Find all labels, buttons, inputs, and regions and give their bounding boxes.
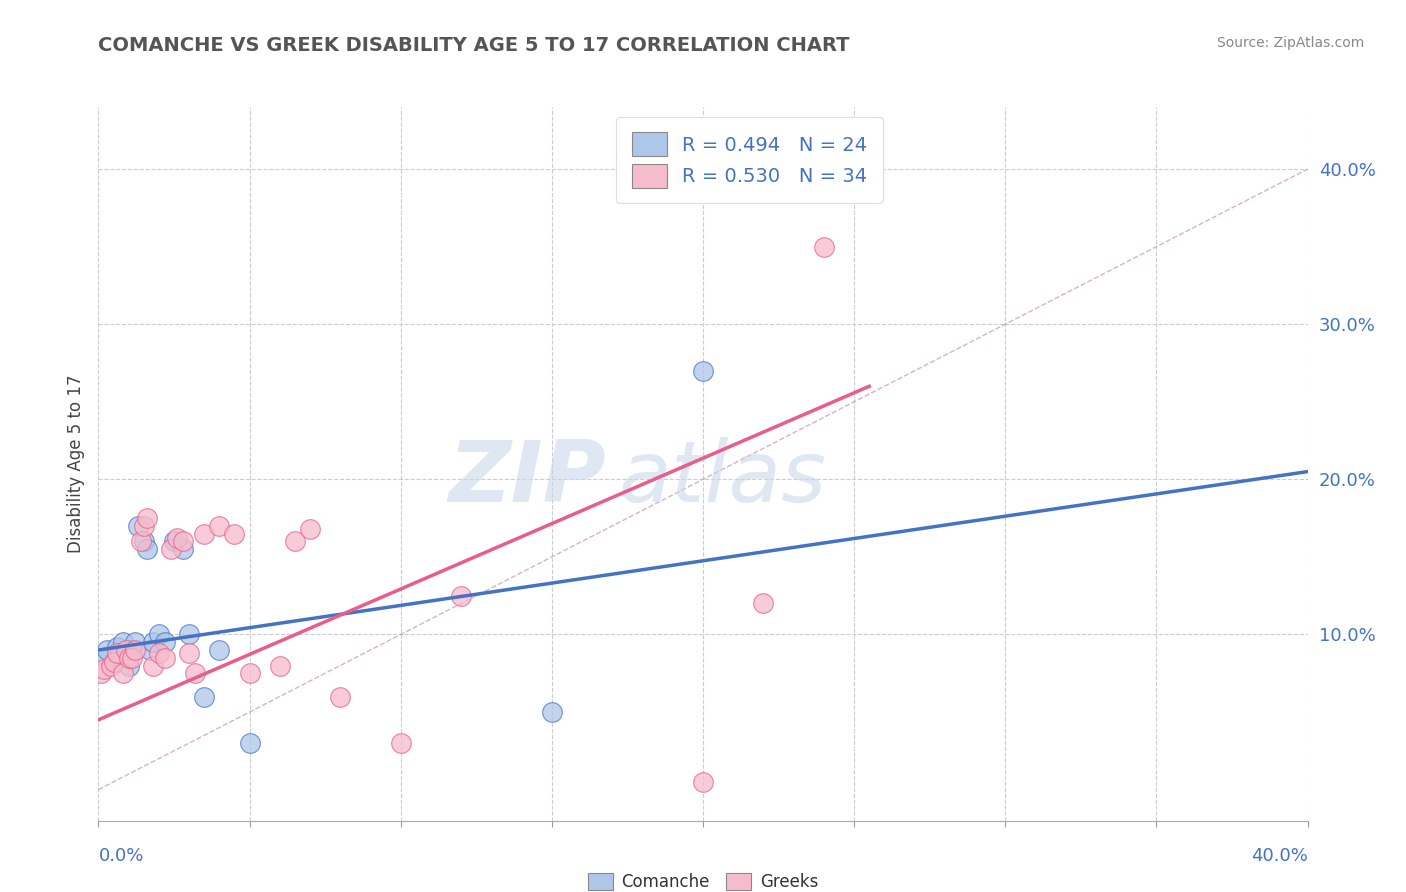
Point — [172, 534, 194, 549]
Point — [135, 542, 157, 557]
Y-axis label: Disability Age 5 to 17: Disability Age 5 to 17 — [66, 375, 84, 553]
Point — [208, 519, 231, 533]
Point — [153, 635, 176, 649]
Point — [118, 650, 141, 665]
Point — [172, 542, 194, 557]
Point — [148, 646, 170, 660]
Point — [450, 589, 472, 603]
Point — [111, 635, 134, 649]
Point — [692, 775, 714, 789]
Point — [121, 650, 143, 665]
Point — [124, 643, 146, 657]
Text: 0.0%: 0.0% — [98, 847, 143, 865]
Point — [160, 542, 183, 557]
Point — [239, 736, 262, 750]
Point — [752, 597, 775, 611]
Point — [111, 666, 134, 681]
Legend: Comanche, Greeks: Comanche, Greeks — [581, 866, 825, 892]
Point — [208, 643, 231, 657]
Point — [540, 705, 562, 719]
Point — [177, 627, 201, 641]
Point — [299, 522, 322, 536]
Point — [193, 690, 215, 704]
Point — [142, 635, 165, 649]
Point — [96, 643, 118, 657]
Point — [166, 531, 188, 545]
Point — [813, 240, 835, 254]
Text: COMANCHE VS GREEK DISABILITY AGE 5 TO 17 CORRELATION CHART: COMANCHE VS GREEK DISABILITY AGE 5 TO 17… — [98, 36, 849, 54]
Point — [103, 656, 125, 670]
Point — [177, 646, 201, 660]
Point — [127, 519, 149, 533]
Text: atlas: atlas — [619, 436, 827, 520]
Point — [105, 640, 128, 654]
Point — [121, 643, 143, 657]
Point — [148, 627, 170, 641]
Point — [114, 643, 136, 657]
Point — [163, 534, 186, 549]
Point — [93, 662, 115, 676]
Point — [139, 643, 162, 657]
Text: 40.0%: 40.0% — [1251, 847, 1308, 865]
Point — [90, 666, 112, 681]
Point — [105, 646, 128, 660]
Point — [389, 736, 412, 750]
Point — [118, 658, 141, 673]
Point — [132, 534, 155, 549]
Point — [103, 656, 125, 670]
Point — [224, 526, 246, 541]
Point — [239, 666, 262, 681]
Point — [329, 690, 352, 704]
Text: Source: ZipAtlas.com: Source: ZipAtlas.com — [1216, 36, 1364, 50]
Point — [132, 519, 155, 533]
Point — [284, 534, 307, 549]
Text: ZIP: ZIP — [449, 436, 606, 520]
Point — [184, 666, 207, 681]
Point — [124, 635, 146, 649]
Point — [153, 650, 176, 665]
Point — [135, 511, 157, 525]
Point — [142, 658, 165, 673]
Point — [90, 650, 112, 665]
Point — [269, 658, 291, 673]
Point — [193, 526, 215, 541]
Point — [129, 534, 152, 549]
Point — [100, 658, 122, 673]
Point — [692, 364, 714, 378]
Point — [108, 646, 131, 660]
